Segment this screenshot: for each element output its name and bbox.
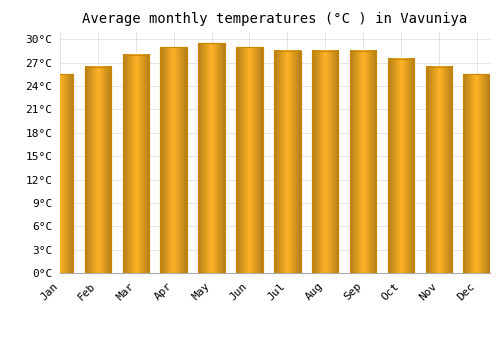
Bar: [312, 51, 338, 273]
Bar: [426, 66, 452, 273]
Bar: [198, 43, 225, 273]
Bar: [350, 51, 376, 273]
Bar: [426, 66, 452, 273]
Bar: [122, 55, 149, 273]
Bar: [274, 51, 300, 273]
Bar: [236, 47, 262, 273]
Bar: [46, 74, 74, 273]
Bar: [464, 74, 490, 273]
Bar: [84, 66, 111, 273]
Bar: [160, 47, 187, 273]
Bar: [312, 51, 338, 273]
Bar: [46, 74, 74, 273]
Bar: [350, 51, 376, 273]
Bar: [388, 59, 414, 273]
Bar: [464, 74, 490, 273]
Bar: [84, 66, 111, 273]
Title: Average monthly temperatures (°C ) in Vavuniya: Average monthly temperatures (°C ) in Va…: [82, 12, 468, 26]
Bar: [388, 59, 414, 273]
Bar: [274, 51, 300, 273]
Bar: [122, 55, 149, 273]
Bar: [236, 47, 262, 273]
Bar: [160, 47, 187, 273]
Bar: [198, 43, 225, 273]
